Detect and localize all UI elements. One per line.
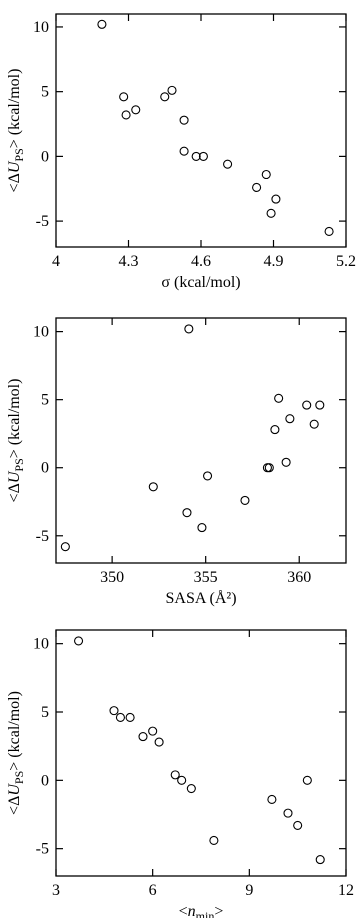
chart-panel-1: 4 4.3 4.6 4.9 5.2 10 5 0 -5 σ (kcal/mol) <ΔUPS> (k… bbox=[6, 13, 356, 291]
data-point bbox=[281, 457, 291, 467]
y-tick-label: -5 bbox=[36, 841, 49, 858]
data-point bbox=[186, 783, 196, 794]
plot-frame bbox=[55, 13, 347, 248]
data-point bbox=[115, 712, 125, 723]
x-tick-label: 4 bbox=[52, 253, 60, 270]
x-tick-label: 360 bbox=[287, 569, 311, 586]
x-tick-label: 9 bbox=[245, 882, 253, 899]
data-point bbox=[262, 463, 272, 473]
data-point bbox=[264, 463, 274, 473]
data-point bbox=[138, 732, 148, 742]
y-tick-label: 5 bbox=[41, 704, 49, 721]
x-tick-label: 4.9 bbox=[264, 253, 284, 270]
data-point bbox=[285, 414, 295, 424]
y-tick-label: 5 bbox=[41, 392, 49, 409]
x-tick-label: 12 bbox=[338, 882, 354, 899]
data-point bbox=[274, 393, 284, 403]
y-axis-label: <ΔUPS> (kcal/mol) bbox=[6, 69, 26, 193]
data-point bbox=[60, 542, 70, 552]
data-point bbox=[202, 471, 213, 481]
y-tick-label: 0 bbox=[41, 460, 49, 477]
data-point bbox=[131, 105, 141, 115]
data-point bbox=[302, 400, 312, 410]
data-point bbox=[109, 706, 119, 716]
data-point bbox=[170, 770, 180, 780]
data-point bbox=[148, 726, 158, 736]
data-point bbox=[209, 835, 219, 846]
data-point bbox=[119, 92, 129, 102]
y-tick-label: -5 bbox=[36, 528, 49, 545]
plot-frame bbox=[55, 629, 347, 877]
data-point bbox=[179, 115, 189, 125]
plot-frame bbox=[55, 317, 347, 564]
x-tick-label: 350 bbox=[100, 569, 124, 586]
chart-panel-3: 3 6 9 12 10 5 0 -5 <nmin> <ΔUPS> (kcal/mol) bbox=[6, 629, 354, 918]
data-point bbox=[125, 712, 135, 723]
chart-panel-2: 350 355 360 10 5 0 -5 SASA (Å²) <ΔUPS> (kcal/mol… bbox=[6, 317, 347, 607]
y-tick-label: 10 bbox=[33, 636, 49, 653]
data-point bbox=[283, 808, 293, 818]
data-point bbox=[252, 182, 262, 193]
data-point bbox=[309, 419, 319, 429]
y-tick-label: -5 bbox=[36, 213, 49, 230]
data-point bbox=[266, 208, 276, 218]
data-point bbox=[198, 151, 208, 161]
x-tick-label: 4.3 bbox=[119, 253, 139, 270]
data-point bbox=[270, 425, 280, 435]
data-point bbox=[315, 855, 325, 865]
data-point bbox=[154, 737, 164, 747]
y-tick-label: 10 bbox=[33, 324, 49, 341]
x-axis-label: SASA (Å²) bbox=[165, 589, 236, 607]
data-point bbox=[191, 151, 201, 161]
data-point bbox=[177, 775, 187, 785]
y-tick-label: 0 bbox=[41, 148, 49, 165]
y-tick-label: 5 bbox=[41, 84, 49, 101]
x-axis-label: <nmin> bbox=[179, 903, 224, 918]
data-point bbox=[197, 523, 207, 533]
data-point bbox=[293, 820, 303, 830]
x-tick-label: 3 bbox=[52, 882, 60, 899]
x-axis-label: σ (kcal/mol) bbox=[161, 274, 240, 291]
data-point bbox=[121, 110, 131, 120]
data-point bbox=[97, 19, 107, 29]
data-point bbox=[74, 636, 84, 646]
data-point bbox=[179, 146, 189, 156]
data-point bbox=[324, 226, 334, 237]
x-tick-label: 6 bbox=[149, 882, 157, 899]
x-tick-label: 355 bbox=[194, 569, 218, 586]
x-tick-label: 5.2 bbox=[336, 253, 356, 270]
data-point bbox=[271, 194, 281, 204]
data-point bbox=[261, 169, 271, 180]
data-point bbox=[167, 85, 177, 95]
y-tick-label: 10 bbox=[33, 19, 49, 36]
y-axis-label: <ΔUPS> (kcal/mol) bbox=[6, 691, 26, 815]
x-tick-label: 4.6 bbox=[191, 253, 211, 270]
data-point bbox=[160, 92, 170, 102]
y-tick-label: 0 bbox=[41, 772, 49, 789]
data-point bbox=[240, 495, 250, 505]
data-point bbox=[148, 482, 158, 492]
data-point bbox=[315, 400, 325, 410]
data-point bbox=[302, 775, 312, 785]
data-point bbox=[182, 508, 192, 518]
data-point bbox=[223, 159, 233, 169]
data-point bbox=[267, 794, 277, 805]
data-point bbox=[184, 324, 194, 334]
y-axis-label: <ΔUPS> (kcal/mol) bbox=[6, 379, 26, 503]
